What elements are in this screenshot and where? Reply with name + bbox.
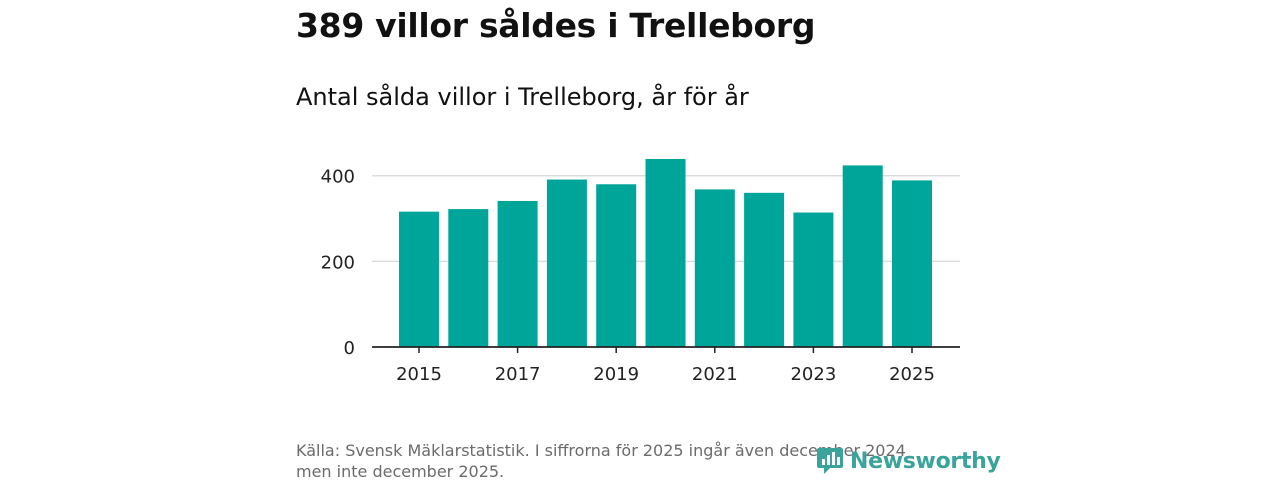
bar-chart: 0 200 400 2015 2017 2019 2021 2023 2025 xyxy=(321,158,960,385)
bar-2018 xyxy=(546,179,587,347)
bar-2015 xyxy=(399,211,439,347)
bar-2022 xyxy=(744,192,785,347)
bar-2019 xyxy=(596,184,637,347)
source-line-1: Källa: Svensk Mäklarstatistik. I siffror… xyxy=(296,441,906,460)
bar-2017 xyxy=(497,200,538,347)
bar-2020 xyxy=(645,158,686,347)
x-tick-label: 2023 xyxy=(790,364,836,385)
bar-2025 xyxy=(892,180,932,347)
x-tick-label: 2021 xyxy=(692,364,738,385)
newsworthy-logo-icon xyxy=(817,448,843,474)
x-tick-label: 2017 xyxy=(495,364,541,385)
bar-2016 xyxy=(448,209,489,347)
y-tick-label: 200 xyxy=(321,252,355,273)
page-title: 389 villor såldes i Trelleborg xyxy=(296,6,816,45)
chart-subtitle: Antal sålda villor i Trelleborg, år för … xyxy=(296,83,749,111)
axes: 0 200 400 2015 2017 2019 2021 2023 2025 xyxy=(321,167,960,385)
newsworthy-logo: Newsworthy xyxy=(816,446,1001,476)
x-tick-label: 2019 xyxy=(593,364,639,385)
bar-2024 xyxy=(842,165,883,347)
source-line-2: men inte december 2025. xyxy=(296,462,505,480)
logo-text: Newsworthy xyxy=(850,448,1001,474)
x-tick-label: 2015 xyxy=(396,364,442,385)
x-tick-label: 2025 xyxy=(889,364,935,385)
y-tick-label: 400 xyxy=(321,167,355,188)
bar-2021 xyxy=(694,189,735,347)
y-tick-label: 0 xyxy=(344,338,355,359)
bar-2023 xyxy=(793,212,834,347)
source-note: Källa: Svensk Mäklarstatistik. I siffror… xyxy=(296,440,956,480)
bars xyxy=(399,158,932,347)
